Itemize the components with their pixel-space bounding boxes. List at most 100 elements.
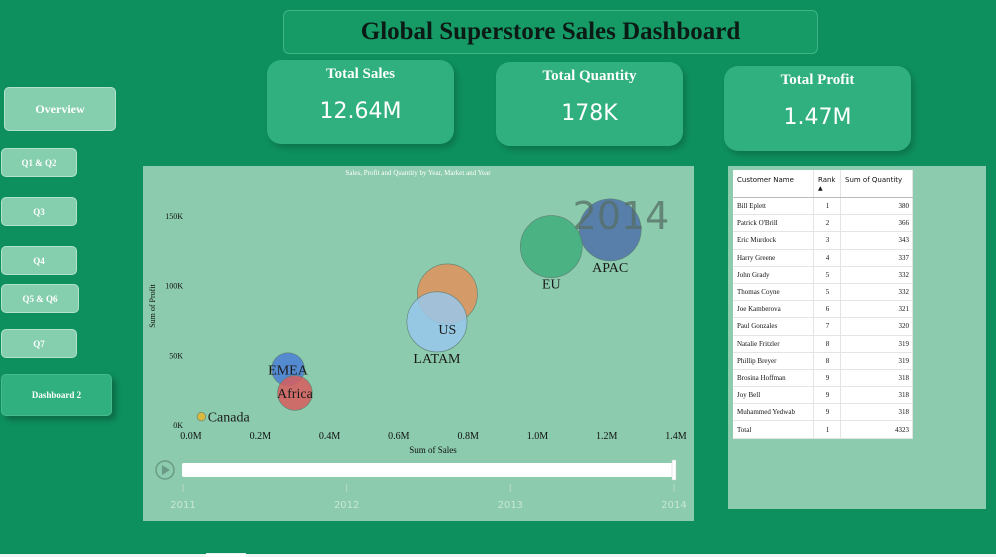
bubble-chart-panel: Sales, Profit and Quantity by Year, Mark… xyxy=(143,166,694,521)
nav-label-overview: Overview xyxy=(35,101,85,116)
bubble-label: Africa xyxy=(277,387,314,402)
kpi-total-quantity-label: Total Quantity xyxy=(542,68,637,84)
quantity-cell: 332 xyxy=(840,283,913,302)
dashboard-title: Global Superstore Sales Dashboard xyxy=(360,18,741,45)
nav-button-dashboard-2[interactable]: Dashboard 2 xyxy=(1,374,112,416)
rank-cell: 5 xyxy=(813,283,841,302)
x-tick-label: 0.4M xyxy=(319,431,341,442)
x-tick-label: 0.6M xyxy=(388,431,410,442)
bubble-label: LATAM xyxy=(413,352,461,367)
column-header-rank-label: Rank xyxy=(818,176,836,184)
quantity-cell: 319 xyxy=(840,352,913,370)
quantity-cell: 380 xyxy=(840,197,913,216)
nav-button-q4[interactable]: Q4 xyxy=(1,246,77,275)
column-header-customer-name[interactable]: Customer Name xyxy=(733,170,814,198)
total-rank-cell: 1 xyxy=(813,420,841,439)
rank-cell: 9 xyxy=(813,369,841,388)
bubble-chart: Sales, Profit and Quantity by Year, Mark… xyxy=(148,169,687,511)
year-slider-track[interactable] xyxy=(182,463,674,477)
nav-button-q7[interactable]: Q7 xyxy=(1,329,77,358)
bubble-label: US xyxy=(438,323,456,338)
table-row[interactable]: Natalie Fritzler 8 319 xyxy=(733,335,913,353)
customer-name-cell: Brosina Hoffman xyxy=(733,369,814,388)
nav-button-overview[interactable]: Overview xyxy=(4,87,116,131)
table-header-row: Customer Name Rank ▲ Sum of Quantity xyxy=(733,170,913,198)
quantity-cell: 321 xyxy=(840,300,913,319)
dashboard-title-box: Global Superstore Sales Dashboard xyxy=(283,10,818,54)
rank-cell: 4 xyxy=(813,249,841,267)
table-row[interactable]: Phillip Breyer 8 319 xyxy=(733,352,913,370)
year-tick-label: 2011 xyxy=(170,500,195,511)
nav-button-q5-q6[interactable]: Q5 & Q6 xyxy=(1,284,79,313)
chart-title: Sales, Profit and Quantity by Year, Mark… xyxy=(345,169,491,177)
bubble-eu xyxy=(519,215,583,278)
bubble-latam xyxy=(406,291,468,353)
table-row[interactable]: Harry Greene 4 337 xyxy=(733,249,913,267)
bubble-label: APAC xyxy=(592,261,628,276)
rank-cell: 2 xyxy=(813,214,841,233)
customer-name-cell: Patrick O'Brill xyxy=(733,214,814,233)
x-tick-label: 1.4M xyxy=(665,431,687,442)
quantity-cell: 318 xyxy=(840,386,913,405)
rank-cell: 8 xyxy=(813,335,841,353)
customer-table: Customer Name Rank ▲ Sum of Quantity Bill… xyxy=(733,170,913,439)
bubble-label: EU xyxy=(542,278,561,293)
table-row[interactable]: Joe Kamberova 6 321 xyxy=(733,300,913,319)
x-tick-label: 0.8M xyxy=(457,431,479,442)
nav-label-q1-q2: Q1 & Q2 xyxy=(21,157,57,168)
table-row[interactable]: Patrick O'Brill 2 366 xyxy=(733,214,913,233)
table-row[interactable]: Bill Eplett 1 380 xyxy=(733,197,913,216)
year-overlay-label: 2014 xyxy=(573,194,670,238)
year-tick-label: 2013 xyxy=(498,500,523,511)
table-total-row: Total 1 4323 xyxy=(733,420,913,439)
quantity-cell: 319 xyxy=(840,335,913,353)
customer-name-cell: Muhammed Yedwab xyxy=(733,403,814,422)
column-header-sum-of-quantity[interactable]: Sum of Quantity xyxy=(840,170,913,198)
table-row[interactable]: Thomas Coyne 5 332 xyxy=(733,283,913,302)
x-tick-label: 1.2M xyxy=(596,431,618,442)
table-row[interactable]: Joy Bell 9 318 xyxy=(733,386,913,405)
nav-label-q5-q6: Q5 & Q6 xyxy=(22,293,58,304)
customer-name-cell: John Grady xyxy=(733,266,814,284)
x-tick-label: 0.0M xyxy=(180,431,202,442)
nav-button-q1-q2[interactable]: Q1 & Q2 xyxy=(1,148,77,177)
year-slider-handle[interactable] xyxy=(671,459,677,481)
kpi-total-sales: Total Sales 12.64M xyxy=(267,60,454,144)
customer-name-cell: Eric Murdock xyxy=(733,231,814,250)
rank-cell: 6 xyxy=(813,300,841,319)
table-row[interactable]: Eric Murdock 3 343 xyxy=(733,231,913,250)
bubble-africa xyxy=(277,375,313,411)
x-tick-label: 1.0M xyxy=(527,431,549,442)
customer-name-cell: Harry Greene xyxy=(733,249,814,267)
y-tick-label: 50K xyxy=(169,351,183,360)
rank-cell: 8 xyxy=(813,352,841,370)
rank-cell: 9 xyxy=(813,386,841,405)
quantity-cell: 318 xyxy=(840,403,913,422)
x-tick-label: 0.2M xyxy=(250,431,271,442)
table-row[interactable]: John Grady 5 332 xyxy=(733,266,913,284)
nav-label-q4: Q4 xyxy=(33,255,45,266)
year-tick-label: 2012 xyxy=(334,500,359,511)
bubble-label: EMEA xyxy=(268,363,309,378)
y-axis-label: Sum of Profit xyxy=(148,283,157,327)
play-button[interactable] xyxy=(155,460,175,480)
nav-label-q3: Q3 xyxy=(33,206,45,217)
nav-label-dashboard-2: Dashboard 2 xyxy=(31,390,82,400)
quantity-cell: 332 xyxy=(840,266,913,284)
total-quantity-cell: 4323 xyxy=(840,420,913,439)
nav-button-q3[interactable]: Q3 xyxy=(1,197,77,226)
page-tab-indicator[interactable] xyxy=(206,553,246,557)
sort-ascending-icon: ▲ xyxy=(818,185,823,192)
table-row[interactable]: Muhammed Yedwab 9 318 xyxy=(733,403,913,422)
customer-name-cell: Paul Gonzales xyxy=(733,317,814,336)
table-row[interactable]: Brosina Hoffman 9 318 xyxy=(733,369,913,388)
quantity-cell: 337 xyxy=(840,249,913,267)
rank-cell: 1 xyxy=(813,197,841,216)
total-label-cell: Total xyxy=(733,420,814,439)
y-tick-label: 0K xyxy=(173,421,183,430)
table-row[interactable]: Paul Gonzales 7 320 xyxy=(733,317,913,336)
column-header-rank[interactable]: Rank ▲ xyxy=(813,170,841,198)
footer-strip xyxy=(0,554,996,557)
year-tick-label: 2014 xyxy=(661,500,686,511)
play-icon xyxy=(162,465,170,475)
